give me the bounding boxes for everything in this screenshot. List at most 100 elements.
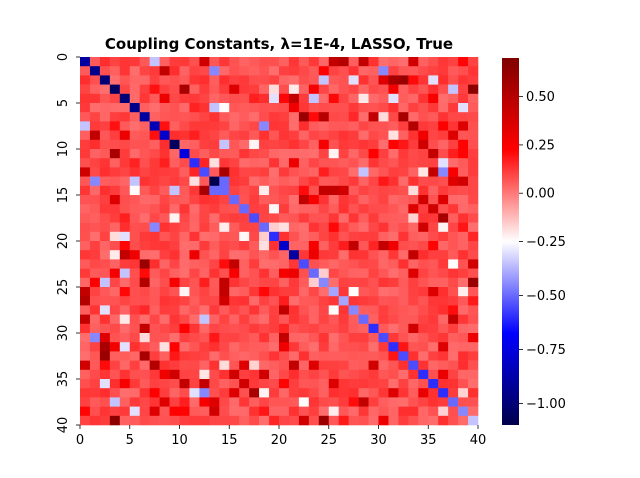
- heatmap-cell: [199, 213, 210, 223]
- heatmap-cell: [189, 57, 200, 67]
- heatmap-cell: [408, 415, 419, 426]
- heatmap-cell: [279, 360, 290, 371]
- heatmap-cell: [189, 259, 200, 269]
- heatmap-cell: [358, 130, 369, 141]
- heatmap-cell: [288, 213, 300, 223]
- heatmap-cell: [348, 121, 359, 131]
- heatmap-cell: [239, 351, 250, 361]
- heatmap-cell: [458, 250, 469, 260]
- heatmap-cell: [368, 351, 379, 361]
- heatmap-cell: [358, 351, 369, 361]
- heatmap-cell: [328, 333, 339, 343]
- heatmap-cell: [348, 103, 359, 113]
- heatmap-cell: [80, 149, 91, 159]
- heatmap-cell: [398, 149, 409, 159]
- heatmap-cell: [199, 287, 210, 297]
- heatmap-cell: [119, 93, 131, 104]
- heatmap-cell: [398, 351, 409, 361]
- heatmap-cell: [398, 250, 409, 260]
- heatmap-cell: [259, 176, 270, 187]
- heatmap-cell: [179, 93, 190, 104]
- heatmap-cell: [189, 66, 200, 76]
- heatmap-cell: [239, 360, 250, 371]
- heatmap-cell: [219, 84, 230, 95]
- heatmap-cell: [159, 185, 170, 196]
- heatmap-cell: [368, 139, 379, 150]
- heatmap-cell: [408, 167, 419, 177]
- heatmap-cell: [348, 415, 359, 426]
- heatmap-cell: [219, 176, 230, 187]
- heatmap-cell: [458, 379, 469, 389]
- heatmap-cell: [159, 406, 170, 417]
- heatmap-cell: [169, 360, 180, 371]
- heatmap-cell: [418, 204, 429, 214]
- heatmap-cell: [378, 158, 389, 168]
- heatmap-cell: [249, 130, 260, 141]
- heatmap-cell: [89, 57, 101, 67]
- heatmap-cell: [119, 130, 131, 141]
- heatmap-cell: [298, 241, 310, 251]
- heatmap-cell: [288, 57, 300, 67]
- heatmap-cell: [318, 204, 330, 214]
- heatmap-cell: [129, 57, 140, 67]
- heatmap-cell: [318, 231, 330, 242]
- heatmap-cell: [428, 93, 439, 104]
- heatmap-cell: [448, 231, 459, 242]
- y-tick-label: 30: [56, 325, 71, 342]
- heatmap-cell: [149, 296, 160, 306]
- heatmap-cell: [199, 195, 210, 205]
- heatmap-cell: [169, 204, 180, 214]
- heatmap-cell: [219, 185, 230, 196]
- heatmap-cell: [358, 57, 369, 67]
- heatmap-cell: [229, 342, 240, 352]
- heatmap-cell: [189, 415, 200, 426]
- heatmap-cell: [328, 93, 339, 104]
- heatmap-cell: [418, 222, 429, 233]
- heatmap-cell: [458, 268, 469, 279]
- heatmap-cell: [99, 204, 111, 214]
- heatmap-cell: [189, 158, 200, 168]
- heatmap-cell: [398, 84, 409, 95]
- colorbar-tick-label: −0.50: [526, 289, 566, 304]
- heatmap-cell: [398, 241, 409, 251]
- heatmap-cell: [318, 351, 330, 361]
- heatmap-cell: [199, 277, 210, 288]
- heatmap-cell: [149, 268, 160, 279]
- heatmap-cell: [249, 185, 260, 196]
- heatmap-cell: [388, 351, 399, 361]
- heatmap-cell: [149, 57, 160, 67]
- heatmap-cell: [388, 185, 399, 196]
- heatmap-cell: [378, 268, 389, 279]
- heatmap-cell: [149, 139, 160, 150]
- heatmap-cell: [468, 360, 479, 371]
- heatmap-cell: [99, 121, 111, 131]
- heatmap-cell: [308, 406, 320, 417]
- heatmap-cell: [468, 130, 479, 141]
- heatmap-cell: [169, 158, 180, 168]
- heatmap-cell: [318, 93, 330, 104]
- heatmap-cell: [398, 213, 409, 223]
- heatmap-cell: [438, 66, 449, 76]
- heatmap-cell: [179, 112, 190, 122]
- heatmap-cell: [169, 103, 180, 113]
- heatmap-cell: [99, 222, 111, 233]
- heatmap-cell: [89, 314, 101, 325]
- heatmap-cell: [139, 195, 150, 205]
- heatmap-cell: [99, 213, 111, 223]
- heatmap-cell: [418, 167, 429, 177]
- heatmap-cell: [288, 342, 300, 352]
- heatmap-cell: [219, 259, 230, 269]
- heatmap-cell: [169, 314, 180, 325]
- heatmap-cell: [159, 360, 170, 371]
- heatmap-cell: [89, 167, 101, 177]
- heatmap-cell: [149, 222, 160, 233]
- heatmap-cell: [408, 314, 419, 325]
- heatmap-cell: [149, 250, 160, 260]
- heatmap-cell: [388, 158, 399, 168]
- heatmap-cell: [378, 222, 389, 233]
- heatmap-cell: [99, 296, 111, 306]
- heatmap-cell: [428, 222, 439, 233]
- heatmap-cell: [298, 185, 310, 196]
- heatmap-cell: [179, 167, 190, 177]
- heatmap-cell: [139, 66, 150, 76]
